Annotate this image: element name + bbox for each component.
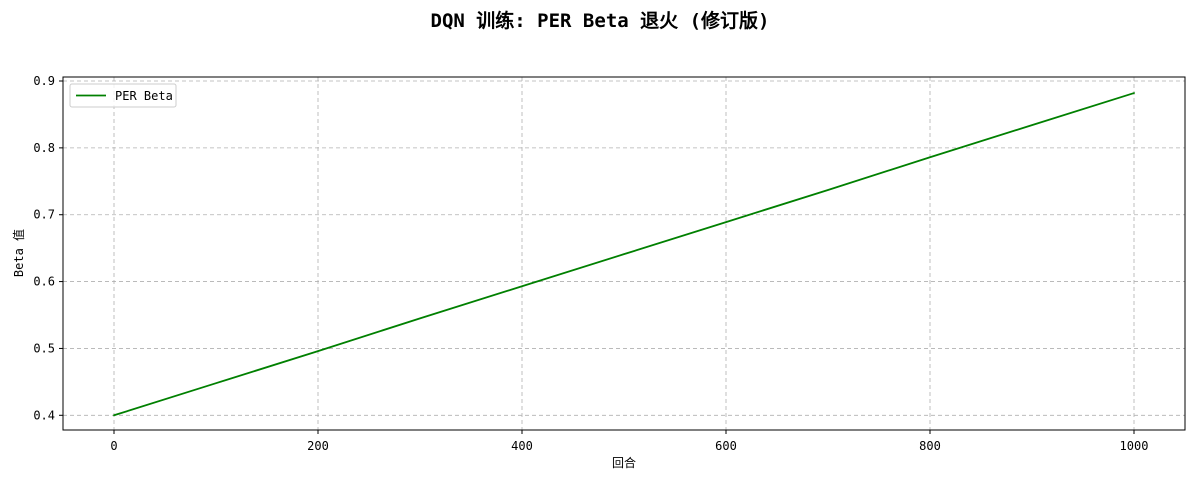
x-tick-label: 800 [919, 439, 941, 453]
x-tick-label: 200 [307, 439, 329, 453]
grid-layer [63, 77, 1185, 430]
x-axis-label: 回合 [612, 455, 636, 470]
y-tick-label: 0.4 [33, 408, 55, 422]
x-tick-label: 400 [511, 439, 533, 453]
x-tick-label: 600 [715, 439, 737, 453]
chart-title: DQN 训练: PER Beta 退火 (修订版) [431, 9, 770, 32]
plot-frame [62, 76, 1186, 431]
y-tick-label: 0.6 [33, 275, 55, 289]
y-tick-label: 0.5 [33, 341, 55, 355]
y-tick-label: 0.8 [33, 141, 55, 155]
y-axis-label: Beta 值 [11, 229, 26, 277]
x-tick-label: 1000 [1120, 439, 1149, 453]
series-layer [113, 92, 1135, 417]
y-tick-label: 0.7 [33, 208, 55, 222]
legend: PER Beta [69, 83, 177, 108]
series-line-per-beta [113, 92, 1135, 417]
y-axis-ticks: 0.4 0.5 0.6 0.7 0.8 0.9 [33, 74, 63, 422]
legend-entry-per-beta: PER Beta [115, 89, 173, 103]
y-tick-label: 0.9 [33, 74, 55, 88]
x-axis-ticks: 0 200 400 600 800 1000 [110, 430, 1148, 453]
x-tick-label: 0 [110, 439, 117, 453]
legend-box [69, 83, 177, 108]
